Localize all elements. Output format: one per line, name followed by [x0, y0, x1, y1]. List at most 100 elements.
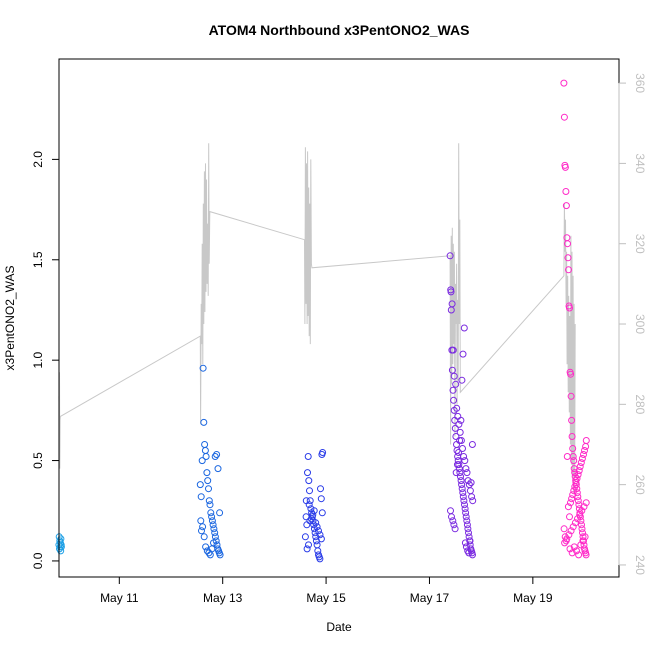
data-point	[451, 525, 459, 533]
data-point	[209, 521, 217, 529]
data-point	[449, 517, 457, 525]
data-point	[301, 533, 309, 541]
data-point	[461, 501, 468, 509]
y2-tick-label: 360	[633, 73, 647, 93]
y-axis: 0.0 0.5 1.0 1.5 2.0	[31, 151, 60, 569]
data-point	[451, 424, 459, 432]
data-point	[460, 453, 468, 460]
data-point	[574, 471, 582, 479]
data-point	[561, 163, 569, 171]
data-point	[313, 541, 321, 549]
x-tick-label: May 17	[410, 591, 450, 605]
data-point	[468, 441, 476, 448]
data-point	[464, 525, 472, 533]
data-point	[213, 451, 221, 458]
data-point	[457, 416, 465, 424]
data-point	[562, 202, 570, 210]
data-point	[566, 304, 573, 312]
data-point	[447, 288, 455, 296]
data-point	[198, 527, 205, 535]
data-point	[565, 266, 572, 274]
x-axis-label: Date	[326, 620, 352, 634]
y-tick-label: 0.5	[31, 452, 45, 469]
data-point	[306, 497, 314, 505]
data-point	[574, 497, 582, 505]
y2-tick-label: 260	[633, 475, 647, 495]
data-point	[450, 372, 458, 380]
data-point	[310, 507, 318, 515]
data-point	[199, 364, 207, 372]
data-point	[463, 469, 471, 477]
y-tick-label: 1.5	[31, 251, 45, 268]
data-point	[466, 537, 474, 545]
data-point	[303, 545, 311, 553]
data-point	[562, 188, 570, 195]
data-point	[564, 254, 572, 262]
data-point	[580, 503, 588, 511]
data-point	[316, 555, 324, 563]
data-point	[454, 412, 462, 420]
data-point	[462, 513, 470, 521]
y2-tick-label: 340	[633, 153, 647, 173]
data-point	[305, 501, 313, 509]
data-point	[303, 521, 311, 529]
data-point	[449, 386, 457, 394]
right-axis-line-layer	[58, 143, 576, 493]
data-point	[317, 535, 325, 543]
data-point	[460, 497, 468, 505]
data-point	[457, 477, 465, 485]
data-point	[203, 469, 211, 477]
data-point	[216, 509, 224, 517]
y-tick-label: 1.0	[31, 351, 45, 368]
data-point	[216, 551, 224, 559]
y-axis-right: 240 260 280 300 320 340 360	[618, 73, 647, 575]
data-point	[450, 396, 458, 404]
plot-frame	[58, 58, 620, 578]
data-point	[462, 543, 470, 551]
data-point	[581, 533, 589, 541]
data-point	[467, 479, 475, 487]
data-point	[211, 529, 219, 537]
data-point	[578, 507, 586, 515]
data-point	[310, 521, 318, 529]
data-point	[315, 527, 322, 535]
data-point	[560, 113, 568, 121]
data-point	[568, 416, 576, 424]
data-point	[577, 459, 585, 467]
data-point	[446, 252, 454, 260]
scatter-points-layer	[55, 79, 590, 563]
data-point	[469, 497, 477, 505]
data-point	[317, 495, 325, 503]
data-point	[453, 404, 461, 412]
data-point	[572, 479, 580, 487]
data-point	[582, 443, 590, 450]
data-point	[582, 499, 590, 507]
data-point	[582, 551, 590, 559]
y-axis-label: x3PentONO2_WAS	[3, 266, 17, 371]
data-point	[204, 477, 212, 485]
data-point	[458, 481, 466, 489]
data-point	[576, 511, 584, 519]
data-point	[210, 539, 217, 547]
data-point	[57, 543, 65, 551]
data-point	[305, 541, 312, 549]
data-point	[447, 507, 454, 515]
data-point	[307, 515, 315, 523]
data-point	[200, 418, 208, 426]
data-point	[463, 517, 471, 525]
data-point	[462, 509, 470, 517]
data-point	[463, 521, 471, 529]
right-axis-series-line	[58, 143, 576, 493]
data-point	[571, 483, 579, 491]
y-tick-label: 2.0	[31, 151, 45, 168]
data-point	[575, 551, 583, 559]
data-point	[199, 523, 207, 531]
data-point	[211, 453, 219, 460]
data-point	[563, 535, 571, 543]
data-point	[570, 487, 578, 495]
data-point	[578, 525, 586, 533]
data-point	[202, 543, 210, 551]
data-point	[564, 240, 571, 248]
data-point	[455, 420, 463, 428]
x-tick-label: May 13	[203, 591, 243, 605]
